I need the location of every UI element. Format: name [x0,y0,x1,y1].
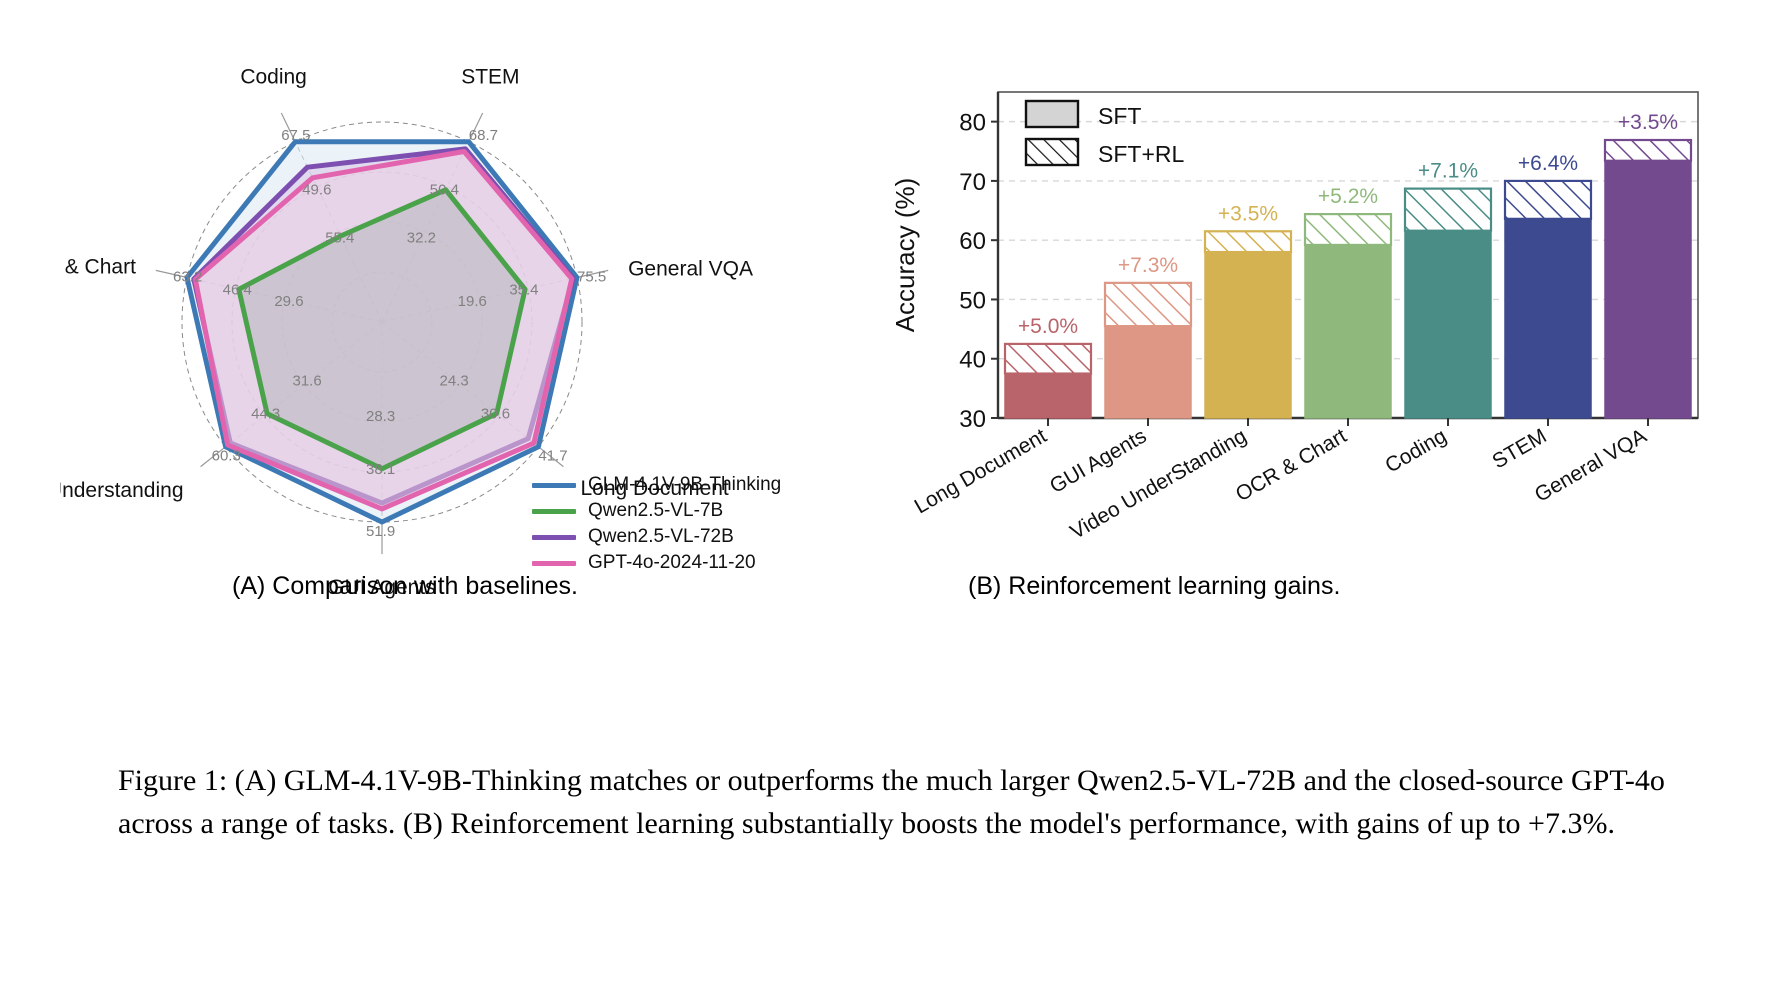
bar-gain-label: +3.5% [1218,202,1278,225]
bar-sft-rl [1203,230,1293,254]
subcaption-b: (B) Reinforcement learning gains. [968,572,1341,600]
radar-axis-label: OCR & Chart [60,255,136,278]
radar-tick-labels: 68.7 75.5 41.7 51.9 60.3 63.2 67.5 50.4 35.4 30.6… [173,127,606,540]
legend-label-glm: GLM-4.1V-9B-Thinking [588,474,782,495]
radar-axis-labels: STEM General VQA Long Document GUI Agents Vi… [60,65,753,599]
bar-gain-label: +7.3% [1118,254,1178,277]
legend-label-gpt4o: GPT-4o-2024-11-20 [588,552,756,573]
bar-sft-rl [1503,179,1593,220]
svg-text:68.7: 68.7 [469,127,498,144]
svg-text:30.6: 30.6 [481,406,510,423]
svg-text:44.3: 44.3 [251,406,280,423]
bar-sft [1304,244,1392,419]
radar-axis-label: Coding [240,65,307,88]
radar-axis-label: Long Document [581,477,729,500]
legend-swatch-qwen72b [532,534,576,540]
x-tick-label: Video UnderStanding [1066,424,1250,544]
y-tick-label: 80 [959,110,986,137]
radar-chart-panel: 68.7 75.5 41.7 51.9 60.3 63.2 67.5 50.4 35.4 30.6… [60,20,860,640]
y-tick-label: 40 [959,347,986,374]
y-tick-label: 70 [959,169,986,196]
subcaption-a: (A) Comparison with baselines. [232,572,578,600]
svg-text:67.5: 67.5 [281,127,310,144]
svg-text:35.4: 35.4 [509,281,538,298]
figure-caption: Figure 1: (A) GLM-4.1V-9B-Thinking match… [118,764,1665,840]
bar-sft [1404,229,1492,419]
bar-gain-label: +7.1% [1418,160,1478,183]
bar-sft-rl [1103,281,1193,328]
bar-legend: SFT SFT+RL [1024,99,1184,167]
legend-swatch-qwen7b [532,508,576,514]
svg-text:41.7: 41.7 [538,448,567,465]
bar-y-axis-ticks: 30 40 50 60 70 80 [959,110,998,433]
legend-swatch-sft [1024,99,1080,129]
bar-sft [1204,251,1292,419]
bar-sft [1004,372,1092,419]
x-tick-label: General VQA [1531,424,1651,506]
legend-label-sft-rl: SFT+RL [1098,141,1184,167]
bar-gain-label: +3.5% [1618,111,1678,134]
svg-text:63.2: 63.2 [173,268,202,285]
svg-text:38.1: 38.1 [366,461,395,478]
y-tick-label: 60 [959,228,986,255]
svg-text:46.4: 46.4 [223,281,252,298]
x-tick-label: Coding [1381,424,1450,477]
svg-text:28.3: 28.3 [366,408,395,425]
legend-label-qwen72b: Qwen2.5-VL-72B [588,526,734,547]
bar-chart: +5.0% +7.3% +3.5% +5.2% +7.1% +6.4% +3.5% 30 40… [890,91,1699,544]
bar-sft [1504,218,1592,419]
legend-item-qwen7b[interactable]: Qwen2.5-VL-7B [532,498,781,524]
y-tick-label: 50 [959,287,986,314]
radar-axis-label: General VQA [628,257,753,280]
bar-sft-rl [1303,213,1393,247]
svg-text:60.3: 60.3 [212,448,241,465]
svg-text:50.4: 50.4 [430,182,459,199]
x-tick-label: STEM [1488,424,1550,473]
bar-sft-rl [1003,342,1093,375]
svg-text:32.2: 32.2 [407,229,436,246]
legend-item-qwen72b[interactable]: Qwen2.5-VL-72B [532,524,781,550]
bar-sft-rl [1403,187,1493,232]
x-tick-label: Long Document [911,424,1051,518]
radar-axis-label: Video Understanding [60,479,183,502]
bar-gain-label: +6.4% [1518,152,1578,175]
y-tick-label: 30 [959,406,986,433]
y-axis-title: Accuracy (%) [890,178,920,333]
svg-text:49.6: 49.6 [302,182,331,199]
radar-axis-label: STEM [461,65,519,88]
svg-text:55.4: 55.4 [325,229,354,246]
radar-axis-label: GUI Agents [328,576,435,599]
svg-text:31.6: 31.6 [293,373,322,390]
legend-label-sft: SFT [1098,103,1141,129]
bar-sft [1104,325,1192,419]
radar-series-areas [184,139,580,525]
svg-text:29.6: 29.6 [274,293,303,310]
svg-text:51.9: 51.9 [366,523,395,540]
radar-chart: 68.7 75.5 41.7 51.9 60.3 63.2 67.5 50.4 35.4 30.6… [60,65,753,599]
bar-gain-labels: +5.0% +7.3% +3.5% +5.2% +7.1% +6.4% +3.5% [1018,111,1678,338]
legend-item-gpt4o[interactable]: GPT-4o-2024-11-20 [532,550,781,576]
legend-swatch-sft-rl [1024,137,1080,167]
legend-swatch-gpt4o [532,560,576,566]
legend-label-qwen7b: Qwen2.5-VL-7B [588,500,724,521]
svg-text:24.3: 24.3 [439,373,468,390]
legend-item-glm[interactable]: GLM-4.1V-9B-Thinking [532,472,781,498]
bar-gain-label: +5.2% [1318,185,1378,208]
bar-sft-rl [1603,138,1693,162]
radar-legend: GLM-4.1V-9B-Thinking Qwen2.5-VL-7B Qwen2… [532,472,781,576]
bar-sft [1604,160,1692,419]
bar-y-axis-title: Accuracy (%) [890,178,920,333]
bar-gain-label: +5.0% [1018,315,1078,338]
legend-swatch-glm [532,482,576,488]
bar-series [1003,138,1693,419]
x-tick-label: OCR & Chart [1232,424,1351,506]
bar-chart-panel: +5.0% +7.3% +3.5% +5.2% +7.1% +6.4% +3.5% 30 40… [880,70,1720,590]
svg-text:75.5: 75.5 [577,268,606,285]
svg-text:19.6: 19.6 [458,293,487,310]
